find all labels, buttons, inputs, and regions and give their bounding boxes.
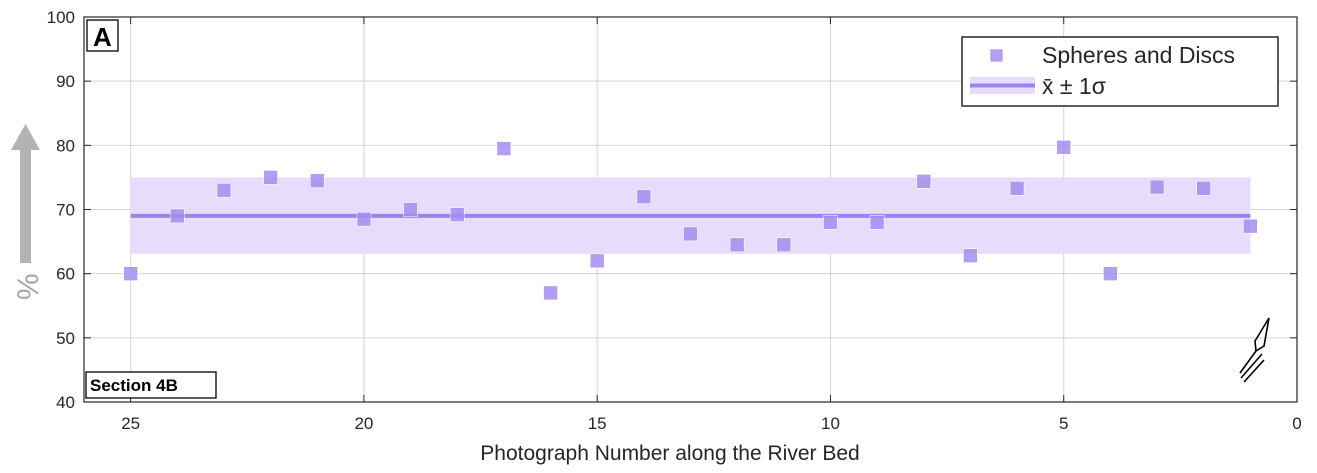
data-point [1103, 266, 1118, 281]
axis-break-icon [1239, 317, 1270, 383]
data-point [729, 237, 745, 253]
x-tick-label: 0 [1292, 414, 1301, 433]
legend-label-spheres: Spheres and Discs [1042, 42, 1235, 68]
y-tick-label: 90 [56, 72, 75, 91]
panel-label: A [93, 22, 112, 52]
data-point [449, 207, 465, 222]
data-point [916, 173, 932, 189]
y-tick-label: 50 [56, 329, 75, 348]
data-point [496, 141, 512, 156]
data-point [1149, 179, 1165, 195]
data-point [263, 170, 278, 185]
data-point [589, 253, 605, 269]
data-point [823, 215, 838, 230]
section-label: Section 4B [90, 376, 178, 395]
x-tick-label: 20 [354, 414, 373, 433]
data-point [403, 202, 418, 217]
legend-box [961, 36, 1279, 107]
y-tick-label: 100 [47, 8, 75, 27]
x-tick-label: 25 [121, 414, 140, 433]
data-point [1243, 218, 1258, 234]
legend: Spheres and Discs x̄ ± 1σ [961, 36, 1279, 107]
data-point [869, 215, 885, 230]
data-point [1009, 181, 1025, 196]
data-point [636, 189, 652, 204]
data-point [309, 173, 325, 188]
data-point [216, 182, 232, 198]
y-tick-label: 70 [56, 201, 75, 220]
data-point [123, 266, 138, 281]
data-point [170, 208, 185, 224]
y-axis-label: % [12, 273, 45, 300]
y-tick-label: 60 [56, 265, 75, 284]
y-tick-label: 40 [56, 393, 75, 412]
data-points [123, 139, 1258, 301]
legend-marker-spheres [989, 48, 1004, 63]
data-point [1056, 139, 1072, 155]
data-point [963, 248, 978, 263]
y-tick-label: 80 [56, 136, 75, 155]
panel-label-box [86, 19, 119, 52]
data-point [543, 285, 558, 301]
legend-label-mean: x̄ ± 1σ [1042, 73, 1106, 99]
x-tick-label: 10 [821, 414, 840, 433]
y-axis-arrow [11, 124, 40, 263]
x-axis-label: Photograph Number along the River Bed [480, 442, 859, 465]
data-point [1196, 181, 1211, 196]
data-point [683, 226, 698, 242]
section-label-box [85, 371, 217, 399]
x-tick-label: 5 [1059, 414, 1068, 433]
data-point [776, 237, 792, 253]
x-tick-label: 15 [588, 414, 607, 433]
data-point [356, 211, 372, 227]
